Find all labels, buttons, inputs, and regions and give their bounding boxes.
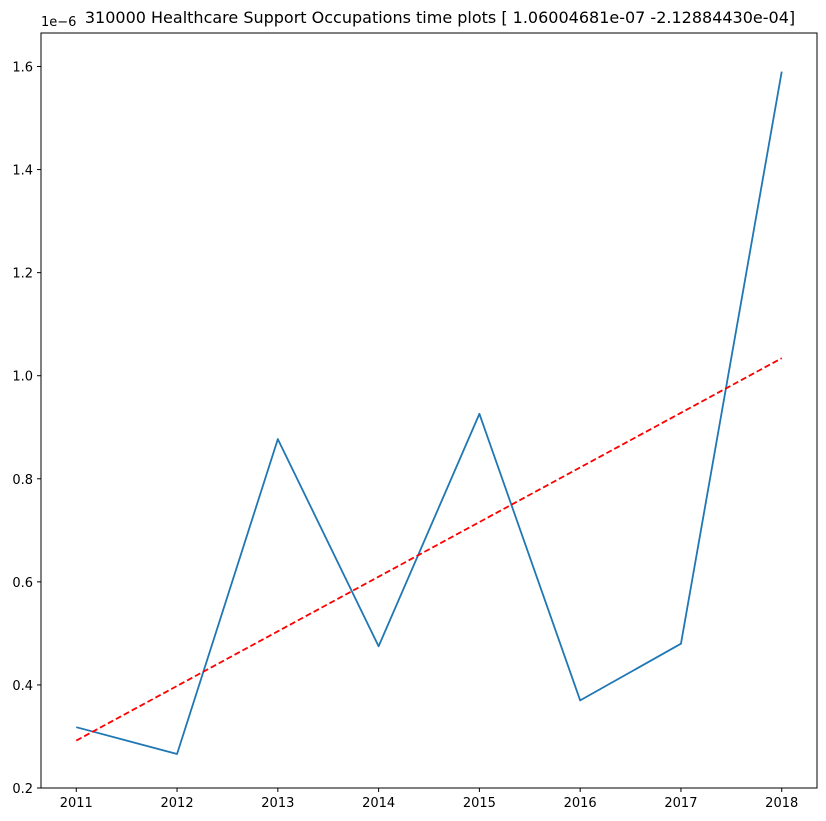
- plot-area-frame: [40, 32, 818, 789]
- series-line-data: [76, 71, 783, 755]
- x-tick-label: 2017: [664, 796, 697, 811]
- x-tick-label: 2013: [261, 796, 294, 811]
- y-tick-label: 0.2: [12, 782, 33, 797]
- chart-title: 310000 Healthcare Support Occupations ti…: [85, 8, 795, 27]
- y-tick-label: 0.4: [12, 679, 33, 694]
- x-tick-label: 2012: [161, 796, 194, 811]
- y-tick-label: 0.8: [12, 473, 33, 488]
- series-layer: [75, 71, 783, 755]
- x-tick-label: 2018: [765, 796, 798, 811]
- series-line-trend: [75, 357, 783, 742]
- y-axis-offset-label: 1e−6: [41, 15, 76, 30]
- x-tick-label: 2015: [463, 796, 496, 811]
- x-tick-label: 2011: [60, 796, 93, 811]
- y-tick-label: 0.6: [12, 576, 33, 591]
- x-tick-label: 2016: [564, 796, 597, 811]
- y-tick-label: 1.6: [12, 60, 33, 75]
- y-axis-ticks: 0.2 0.4 0.6 0.8 1.0 1.2 1.4 1.6: [12, 60, 41, 797]
- x-tick-label: 2014: [362, 796, 395, 811]
- x-axis-ticks: 2011 2012 2013 2014 2015 2016 2017 2018: [60, 788, 798, 811]
- y-tick-label: 1.0: [12, 370, 33, 385]
- y-tick-label: 1.2: [12, 267, 33, 282]
- y-tick-label: 1.4: [12, 164, 33, 179]
